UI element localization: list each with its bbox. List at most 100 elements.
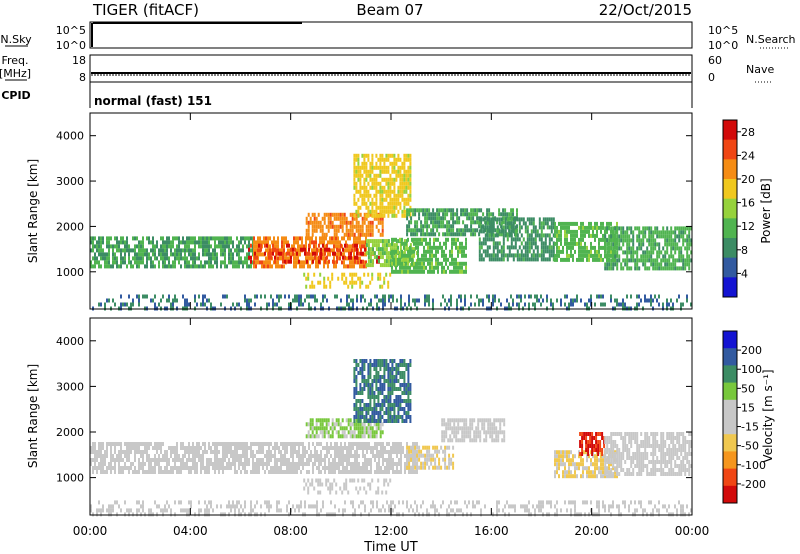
data-cell <box>164 264 166 269</box>
data-cell <box>437 261 439 266</box>
data-cell <box>504 221 507 226</box>
data-cell <box>234 260 236 265</box>
data-cell <box>650 242 653 247</box>
data-cell <box>548 253 551 258</box>
data-cell <box>414 298 416 303</box>
data-cell <box>204 236 206 241</box>
data-cell <box>162 236 164 241</box>
data-cell <box>383 263 386 268</box>
data-cell <box>490 253 493 258</box>
data-cell <box>383 165 386 170</box>
data-cell <box>466 224 469 229</box>
data-cell <box>332 446 334 450</box>
data-cell <box>255 264 257 269</box>
data-cell <box>263 240 265 245</box>
data-cell <box>375 247 378 252</box>
data-cell <box>210 264 212 269</box>
data-cell <box>110 264 112 269</box>
data-cell <box>152 252 154 257</box>
data-cell <box>508 253 511 258</box>
data-cell <box>396 470 398 474</box>
data-cell <box>437 265 439 270</box>
data-cell <box>354 243 356 248</box>
data-cell <box>438 232 441 237</box>
data-cell <box>626 234 629 239</box>
data-cell <box>110 446 112 450</box>
data-cell <box>648 234 651 239</box>
data-cell <box>378 466 380 470</box>
data-cell <box>582 237 584 242</box>
data-cell <box>542 257 545 262</box>
data-cell <box>368 446 370 450</box>
data-cell <box>372 454 374 458</box>
data-cell <box>329 426 332 431</box>
data-cell <box>403 181 406 186</box>
data-cell <box>389 193 392 198</box>
data-cell <box>594 233 596 238</box>
data-cell <box>324 247 326 252</box>
data-cell <box>292 450 294 454</box>
data-cell <box>530 229 533 234</box>
data-cell <box>464 228 467 233</box>
data-cell <box>252 442 254 446</box>
data-cell <box>423 261 425 266</box>
data-cell <box>363 419 366 423</box>
data-cell <box>411 255 414 260</box>
data-cell <box>326 243 328 248</box>
data-cell <box>435 257 437 262</box>
data-cell <box>538 225 541 230</box>
data-cell <box>398 458 400 462</box>
data-cell <box>391 371 394 375</box>
data-cell <box>496 217 499 222</box>
data-cell <box>395 399 398 403</box>
data-cell <box>220 264 222 269</box>
data-cell <box>592 253 594 258</box>
data-cell <box>590 249 592 254</box>
data-cell <box>118 442 120 446</box>
data-cell <box>568 241 570 246</box>
data-cell <box>506 221 509 226</box>
data-cell <box>397 173 400 178</box>
data-cell <box>280 458 282 462</box>
data-cell <box>146 294 148 299</box>
data-cell <box>476 294 478 299</box>
data-cell <box>395 197 398 202</box>
colorbar-tick-label: 12 <box>741 220 755 233</box>
data-cell <box>278 450 280 454</box>
data-cell <box>128 248 130 253</box>
data-cell <box>610 298 612 303</box>
data-cell <box>401 253 403 258</box>
data-cell <box>534 302 536 307</box>
data-cell <box>412 212 415 217</box>
data-cell <box>516 217 519 222</box>
data-cell <box>387 375 390 379</box>
data-cell <box>574 233 576 238</box>
data-cell <box>608 262 611 267</box>
data-cell <box>146 252 148 257</box>
data-cell <box>272 446 274 450</box>
data-cell <box>646 238 649 243</box>
data-cell <box>106 442 108 446</box>
data-cell <box>371 434 374 439</box>
data-cell <box>352 462 354 466</box>
data-cell <box>686 258 689 263</box>
data-cell <box>550 298 552 303</box>
data-cell <box>144 462 146 466</box>
data-cell <box>416 298 418 303</box>
data-cell <box>381 185 384 190</box>
data-cell <box>298 450 300 454</box>
data-cell <box>268 446 270 450</box>
data-cell <box>369 173 372 178</box>
data-cell <box>546 257 549 262</box>
data-cell <box>148 458 150 462</box>
data-cell <box>200 244 202 249</box>
data-cell <box>397 185 400 190</box>
data-cell <box>401 249 403 254</box>
data-cell <box>676 242 679 247</box>
data-cell <box>154 446 156 450</box>
data-cell <box>333 264 335 269</box>
data-cell <box>307 232 310 237</box>
data-cell <box>352 454 354 458</box>
data-cell <box>346 470 348 474</box>
data-cell <box>262 442 264 446</box>
